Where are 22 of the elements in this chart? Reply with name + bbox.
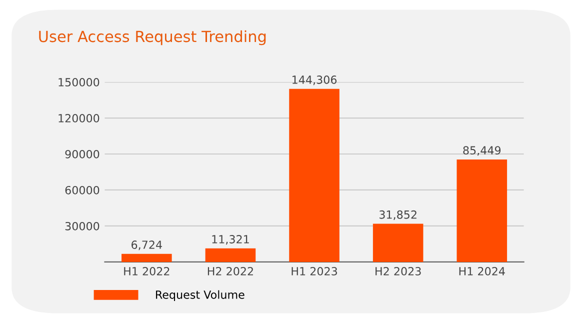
legend-label: Request Volume — [156, 290, 244, 302]
x-tick-label: H1 2023 — [292, 267, 338, 276]
x-tick-label: H1 2024 — [459, 267, 505, 276]
text: 31,852 — [379, 210, 416, 220]
y-tick-label: 150000 — [58, 78, 100, 86]
bar — [122, 254, 172, 262]
x-tick-label: H1 2022 — [124, 267, 170, 276]
bar — [289, 88, 340, 262]
chart-title: User Access Request Trending — [39, 30, 266, 46]
x-tick-label: H2 2023 — [376, 267, 421, 276]
bar — [205, 248, 256, 262]
x-tick-label: H2 2022 — [208, 267, 253, 276]
y-tick-label: 30000 — [65, 222, 100, 230]
y-tick-label: 60000 — [65, 186, 100, 194]
y-tick-label: 90000 — [65, 150, 100, 158]
text: 6,724 — [132, 240, 162, 250]
bar — [456, 159, 508, 262]
bar — [372, 224, 424, 262]
text: 144,306 — [292, 76, 337, 86]
text: 85,449 — [463, 146, 501, 156]
y-tick-label: 120000 — [58, 114, 100, 122]
text: 11,321 — [212, 235, 249, 245]
